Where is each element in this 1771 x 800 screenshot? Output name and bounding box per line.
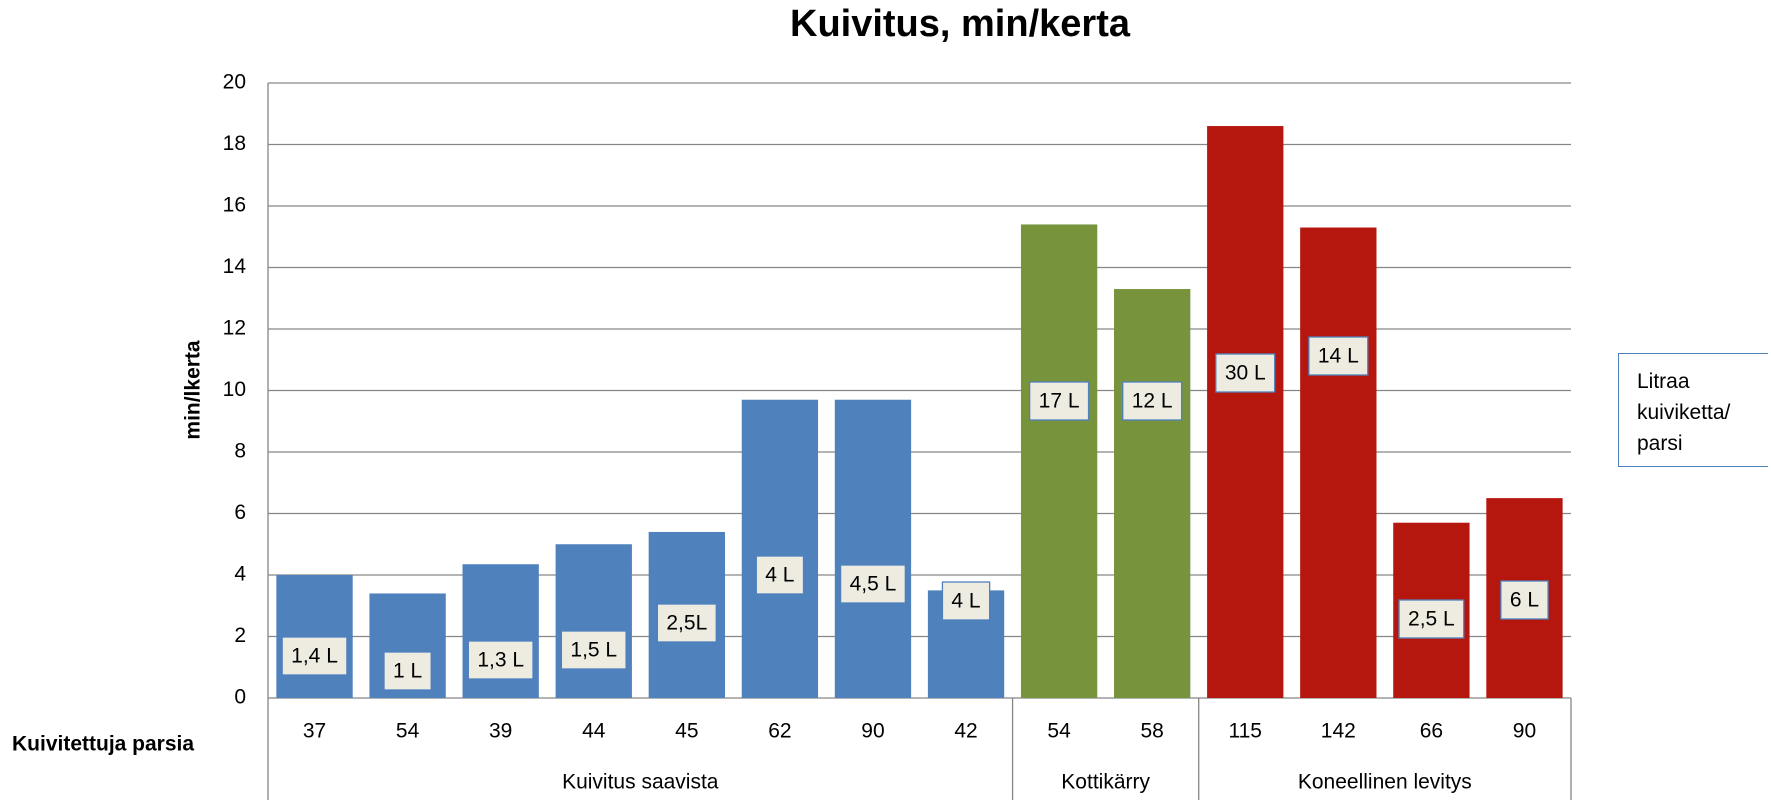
- row-label: Kuivitettuja parsia: [12, 733, 194, 756]
- data-label: 1,3 L: [477, 649, 524, 672]
- bar: [1114, 289, 1191, 698]
- data-label-box: [1029, 381, 1090, 421]
- data-label-box: [839, 564, 906, 604]
- x-tick-label: 142: [1321, 720, 1356, 743]
- x-tick-label: 66: [1420, 720, 1443, 743]
- bar: [555, 544, 632, 698]
- y-tick-label: 10: [223, 378, 246, 401]
- data-label-box: [281, 636, 348, 676]
- data-label-box: [755, 555, 805, 595]
- data-label: 12 L: [1132, 390, 1173, 413]
- x-tick-label: 115: [1229, 720, 1262, 743]
- data-label-box: [560, 630, 627, 670]
- bar: [741, 399, 819, 698]
- y-tick-label: 12: [223, 317, 246, 340]
- x-tick-label: 42: [954, 720, 977, 743]
- data-label: 4 L: [951, 590, 980, 613]
- y-tick-label: 14: [223, 255, 247, 278]
- y-tick-label: 18: [223, 132, 246, 155]
- x-tick-label: 37: [303, 720, 326, 743]
- group-label: Kuivitus saavista: [562, 771, 719, 794]
- data-label-box: [1215, 353, 1276, 393]
- data-label: 17 L: [1039, 390, 1080, 413]
- bar: [834, 399, 912, 698]
- x-tick-label: 62: [768, 720, 791, 743]
- data-label: 1,4 L: [291, 645, 338, 668]
- y-tick-label: 20: [223, 71, 246, 94]
- data-label-box: [467, 640, 534, 680]
- data-label: 4,5 L: [850, 573, 897, 596]
- x-tick-label: 44: [582, 720, 606, 743]
- data-label-box: [383, 651, 432, 691]
- group-label: Kottikärry: [1061, 771, 1150, 794]
- y-tick-label: 8: [234, 440, 246, 463]
- data-label: 1,5 L: [570, 639, 617, 662]
- data-label-box: [1500, 580, 1549, 620]
- y-tick-label: 0: [234, 686, 246, 709]
- data-label: 2,5L: [666, 612, 707, 635]
- data-label-box: [1398, 599, 1465, 639]
- data-label: 6 L: [1510, 589, 1539, 612]
- data-label-box: [941, 581, 991, 621]
- bar: [1020, 224, 1098, 698]
- y-axis-label: min/lkerta: [182, 340, 205, 440]
- y-tick-label: 4: [234, 563, 246, 586]
- y-tick-label: 16: [223, 194, 246, 217]
- data-label: 1 L: [393, 660, 422, 683]
- data-label: 30 L: [1225, 362, 1266, 385]
- legend: Litraa kuiviketta/ parsi: [1618, 353, 1768, 467]
- x-tick-label: 58: [1140, 720, 1163, 743]
- group-label: Koneellinen levitys: [1298, 771, 1472, 794]
- data-label: 14 L: [1318, 345, 1359, 368]
- x-tick-label: 90: [861, 720, 884, 743]
- x-tick-label: 54: [1047, 720, 1071, 743]
- x-tick-label: 45: [675, 720, 698, 743]
- x-tick-label: 39: [489, 720, 512, 743]
- bar: [1207, 126, 1284, 699]
- x-tick-label: 90: [1513, 720, 1536, 743]
- data-label-box: [656, 603, 717, 643]
- x-tick-label: 54: [396, 720, 420, 743]
- bar: [1300, 227, 1377, 698]
- data-label-box: [1308, 336, 1369, 376]
- data-label: 4 L: [765, 564, 794, 587]
- y-tick-label: 6: [234, 501, 246, 524]
- data-label-box: [1122, 381, 1183, 421]
- y-tick-label: 2: [234, 624, 246, 647]
- chart-title: Kuivitus, min/kerta: [790, 3, 1131, 45]
- data-label: 2,5 L: [1408, 608, 1455, 631]
